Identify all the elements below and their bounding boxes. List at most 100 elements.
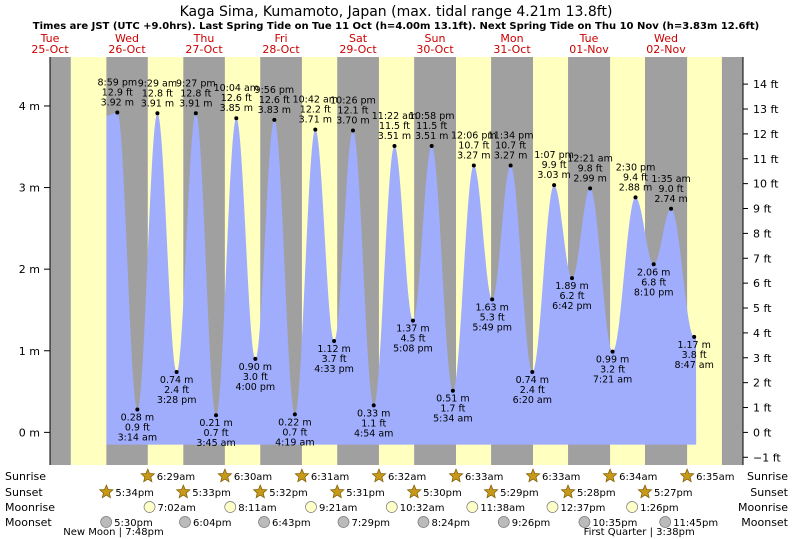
night-band <box>721 57 743 465</box>
y-tick-label-m: 4 m <box>19 100 40 113</box>
tide-extreme-point <box>234 116 239 121</box>
tide-label: 3.92 m <box>101 97 134 108</box>
tide-extreme-point <box>651 262 656 267</box>
date-label: 28-Oct <box>262 43 300 56</box>
tide-label: 9:29 am <box>138 78 177 89</box>
moonrise-icon <box>143 501 156 513</box>
sunset-time: 5:29pm <box>500 488 539 499</box>
y-tick-label-ft: 5 ft <box>753 302 772 315</box>
tide-label: 0.74 m <box>516 375 549 386</box>
row-label-left: Sunrise <box>5 470 46 483</box>
y-tick-label-ft: 1 ft <box>753 402 772 415</box>
tide-label: 3.91 m <box>141 98 174 109</box>
tide-label: 9.8 ft <box>578 163 603 174</box>
tide-extreme-point <box>115 110 120 115</box>
tide-label: 3.7 ft <box>322 354 347 365</box>
moonset-time: 6:04pm <box>193 518 232 529</box>
sunset-icon <box>329 484 345 499</box>
row-label-left: Moonset <box>5 516 52 529</box>
tide-extreme-point <box>588 186 593 191</box>
tide-label: 1.37 m <box>396 324 429 335</box>
tide-label: 8:47 am <box>674 360 713 371</box>
y-tick-label-m: 3 m <box>19 182 40 195</box>
moonset-icon <box>417 516 430 528</box>
sunset-icon <box>98 484 114 499</box>
moonrise-time: 8:11am <box>238 503 276 514</box>
tide-label: 5:08 pm <box>393 344 433 355</box>
moon-phase-label: New Moon | 7:48pm <box>63 527 163 538</box>
y-tick-label-m: 2 m <box>19 263 40 276</box>
y-tick-label-ft: 8 ft <box>753 227 772 240</box>
row-label-right: Moonrise <box>738 501 788 514</box>
moonset-time: 7:29pm <box>351 518 390 529</box>
tide-label: 5.3 ft <box>480 312 505 323</box>
sunset-icon <box>406 484 422 499</box>
y-tick-label-ft: 11 ft <box>753 153 779 166</box>
tide-label: 10:04 am <box>214 83 259 94</box>
moonrise-time: 11:38am <box>480 503 525 514</box>
day-label: Mon <box>500 32 523 45</box>
tide-label: 4:54 am <box>354 428 393 439</box>
moonrise-time: 9:21am <box>319 503 357 514</box>
tide-label: 0.22 m <box>278 417 311 428</box>
y-tick-label-ft: 4 ft <box>753 327 772 340</box>
tide-label: 8:10 pm <box>634 287 674 298</box>
sunrise-icon <box>371 468 387 483</box>
tide-label: 3.2 ft <box>600 365 625 376</box>
moonrise-icon <box>385 501 398 513</box>
moonrise-time: 12:37pm <box>560 503 605 514</box>
tide-label: 12:21 am <box>567 153 612 164</box>
sunset-time: 5:30pm <box>423 488 462 499</box>
tide-extreme-point <box>669 206 674 211</box>
tide-label: 3:45 am <box>196 438 235 449</box>
moonset-icon <box>497 516 510 528</box>
day-label: Wed <box>115 32 139 45</box>
tide-label: 1.12 m <box>317 344 350 355</box>
tide-label: 1:35 am <box>651 174 690 185</box>
astronomy-rows: Sunrise Sunrise Sunset Sunset Moonrise Moonri… <box>5 468 789 538</box>
date-label: 01-Nov <box>569 43 609 56</box>
tide-extreme-point <box>633 195 638 200</box>
tide-label: 3.71 m <box>299 115 332 126</box>
sunrise-time: 6:31am <box>311 472 349 483</box>
tide-label: 7:21 am <box>593 375 632 386</box>
tide-extreme-point <box>174 369 179 374</box>
tide-label: 6:42 pm <box>552 301 592 312</box>
tide-label: 0.90 m <box>239 362 272 373</box>
day-label: Sun <box>425 32 446 45</box>
day-label: Tue <box>40 32 60 45</box>
y-tick-label-ft: 9 ft <box>753 203 772 216</box>
tide-label: 1.89 m <box>555 281 588 292</box>
tide-label: 2.4 ft <box>520 385 545 396</box>
tide-label: 10.7 ft <box>495 141 526 152</box>
sunset-time: 5:27pm <box>654 488 693 499</box>
tide-label: 3.27 m <box>457 151 490 162</box>
tide-label: 2.99 m <box>573 173 606 184</box>
tide-label: 2.74 m <box>654 194 687 205</box>
sunrise-icon <box>140 468 156 483</box>
y-tick-label-ft: 7 ft <box>753 252 772 265</box>
date-label: 31-Oct <box>493 43 531 56</box>
tide-label: 3:28 pm <box>157 395 197 406</box>
tide-label: 3:14 am <box>118 433 157 444</box>
tide-extreme-point <box>530 369 535 374</box>
tide-label: 8:59 pm <box>97 77 137 88</box>
row-label-left: Moonrise <box>5 501 55 514</box>
moonset-icon <box>659 516 672 528</box>
row-label-right: Moonset <box>741 516 788 529</box>
moonrise-time: 1:26pm <box>640 503 679 514</box>
tide-label: 3.03 m <box>537 170 570 181</box>
tide-extreme-point <box>410 318 415 323</box>
tide-label: 9:27 pm <box>176 78 216 89</box>
night-band <box>50 57 71 465</box>
tide-label: 3.70 m <box>336 115 369 126</box>
tide-label: 3.27 m <box>494 151 527 162</box>
sunrise-time: 6:34am <box>619 472 657 483</box>
chart-subtitle: Times are JST (UTC +9.0hrs). Last Spring… <box>33 21 759 32</box>
y-tick-label-ft: 14 ft <box>753 78 779 91</box>
moonrise-icon <box>305 501 317 513</box>
tide-extreme-point <box>450 388 455 393</box>
y-tick-label-ft: −1 ft <box>753 451 781 464</box>
tide-area-layer <box>106 112 697 445</box>
